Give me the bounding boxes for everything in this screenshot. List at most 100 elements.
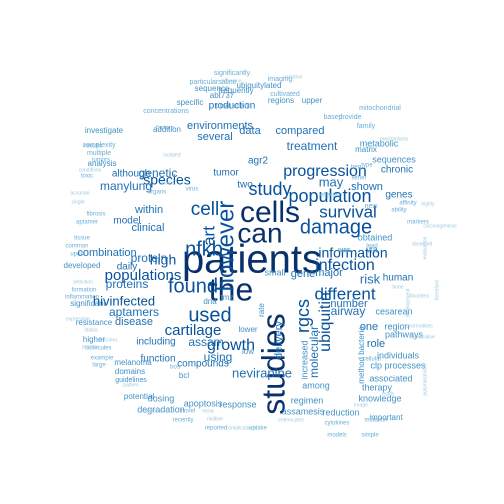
word-melanoma: melanoma — [114, 358, 152, 367]
word-concentrations: concentrations — [143, 108, 189, 115]
word-treg: treg — [351, 165, 361, 171]
word-example: example — [91, 356, 114, 362]
word-new: new — [365, 203, 379, 210]
word-information: information — [318, 245, 387, 261]
word-based: based — [323, 114, 342, 121]
word-carcinogenesis: carcinogenesis — [423, 223, 457, 229]
word-guidelines: guidelines — [115, 377, 147, 384]
word-growth: growth — [207, 337, 255, 354]
word-chronic: chronic — [381, 165, 413, 176]
word-cells: cells — [240, 196, 300, 229]
word-formation: formation — [71, 288, 96, 294]
word-agr2: agr2 — [248, 156, 268, 167]
word-population: population — [288, 186, 371, 206]
word-molecular: molecular — [307, 326, 321, 378]
word-midline: midline — [207, 416, 223, 422]
word-gene: gene — [291, 268, 315, 280]
word-evaluation: evaluation — [422, 236, 428, 259]
word-disease: disease — [115, 316, 153, 328]
word-populations: populations — [105, 267, 182, 284]
word-risk: risk — [360, 271, 381, 286]
word-tissue: tissue — [74, 236, 90, 242]
word-effective: effective — [320, 193, 343, 199]
word-bone: bone — [392, 284, 403, 290]
word-airway: airway — [331, 304, 366, 318]
word-enterocytes: enterocytes — [278, 417, 304, 423]
word-damage: damage — [300, 216, 372, 238]
word-inference: inference — [221, 78, 242, 84]
word-frequently: frequently — [218, 86, 253, 95]
word-either: either — [351, 176, 366, 182]
word-proteins: proteins — [106, 277, 149, 291]
word-dna: dna — [203, 297, 217, 306]
word-several: several — [197, 131, 232, 143]
word-tmz: tmz — [221, 293, 234, 302]
word-affinity: affinity — [399, 201, 416, 207]
word-organs: organs — [148, 190, 166, 196]
word-compared: compared — [276, 125, 325, 137]
word-cultivated: cultivated — [270, 91, 300, 98]
word-developed: developed — [64, 261, 101, 270]
word-upon: upon — [70, 252, 83, 258]
word-including: including — [136, 337, 175, 348]
word-reads: reads — [382, 391, 395, 397]
word-polymorphism: polymorphism — [422, 364, 428, 395]
word-bcl: bcl — [179, 371, 189, 380]
word-resistance: resistance — [76, 318, 113, 327]
word-associated: associated — [369, 373, 412, 383]
word-uss: uss — [340, 247, 351, 254]
word-protein: protein — [131, 251, 168, 265]
word-metabolic: metabolic — [360, 138, 399, 148]
word-bos: bos — [170, 365, 180, 371]
word-within: within — [134, 204, 163, 216]
word-results: results — [84, 144, 102, 150]
word-toxic: toxic — [81, 174, 93, 180]
word-patterns: patterns — [145, 408, 164, 414]
word-ubiquitin: ubiquitin — [317, 292, 334, 352]
word-may: may — [319, 174, 344, 189]
word-specific: specific — [177, 98, 204, 107]
word-image: image — [354, 402, 368, 408]
word-single: single — [71, 199, 84, 205]
word-cell: cell — [191, 199, 220, 220]
word-environments: environments — [187, 120, 254, 132]
word-knowledge: knowledge — [358, 393, 401, 403]
word-cellular: cellular — [362, 357, 381, 363]
word-individuals: individuals — [377, 350, 420, 360]
word-assam: assam — [188, 335, 223, 349]
word-novel: novel — [181, 409, 195, 415]
word-imaging: imaging — [268, 76, 293, 83]
word-abt737: abt737 — [210, 91, 235, 100]
word-recently: recently — [172, 418, 193, 424]
word-however: however — [212, 201, 239, 292]
word-disorders: disorders — [409, 293, 430, 299]
word-two: two — [237, 180, 253, 191]
word-obtained: obtained — [358, 232, 393, 242]
word-significant: significant — [70, 299, 106, 308]
word-cesarean: cesarean — [375, 306, 412, 316]
word-rate: rate — [257, 303, 266, 317]
word-role: role — [367, 338, 385, 350]
word-small: small — [264, 267, 285, 277]
word-markers: markers — [407, 220, 429, 226]
word-mrna: mrna — [202, 408, 214, 414]
word-tumors: tumors — [92, 158, 110, 164]
word-manylung: manylung — [100, 179, 152, 193]
word-using: using — [204, 350, 233, 364]
word-addition: addition — [153, 125, 181, 134]
word-delivery: delivery — [273, 321, 285, 359]
word-reported: reported — [205, 426, 227, 432]
word-observed: observed — [412, 241, 433, 247]
word-infection: infection — [315, 257, 375, 274]
word-region: region — [384, 321, 409, 331]
word-abnormalities: abnormalities — [403, 323, 433, 329]
word-sequences: sequences — [372, 154, 416, 164]
word-status: status — [84, 327, 98, 333]
word-apoptosis: apoptosis — [184, 398, 223, 408]
word-uptake: uptake — [249, 426, 268, 432]
word-accurate: accurate — [70, 190, 89, 196]
word-conditions: conditions — [79, 167, 102, 173]
word-analysis: analysis — [88, 159, 117, 168]
word-used: used — [188, 304, 231, 326]
